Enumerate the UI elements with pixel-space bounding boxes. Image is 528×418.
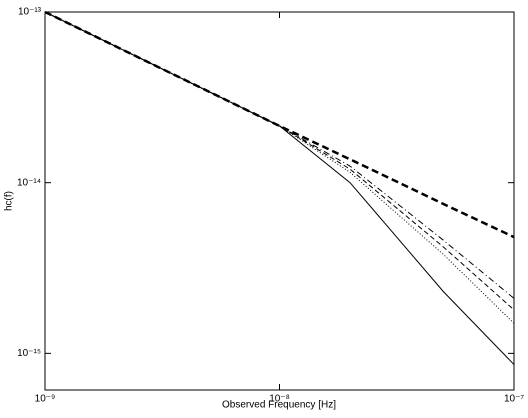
plot-frame (44, 11, 515, 391)
line-series (44, 11, 515, 299)
x-tick-label: 10⁻⁸ (269, 394, 290, 405)
x-axis-label: Observed Frequency [Hz] (222, 400, 336, 411)
y-axis-label: hc(f) (4, 191, 15, 211)
line-series (44, 10, 515, 239)
line-series (44, 11, 515, 311)
x-tick-label: 10⁻⁷ (504, 394, 524, 405)
y-tick-label: 10⁻¹⁴ (17, 177, 41, 188)
line-series (44, 11, 515, 324)
y-tick-label: 10⁻¹³ (18, 7, 42, 18)
x-tick-label: 10⁻⁹ (35, 394, 56, 405)
line-series (44, 11, 515, 365)
y-tick-label: 10⁻¹⁵ (17, 348, 41, 359)
